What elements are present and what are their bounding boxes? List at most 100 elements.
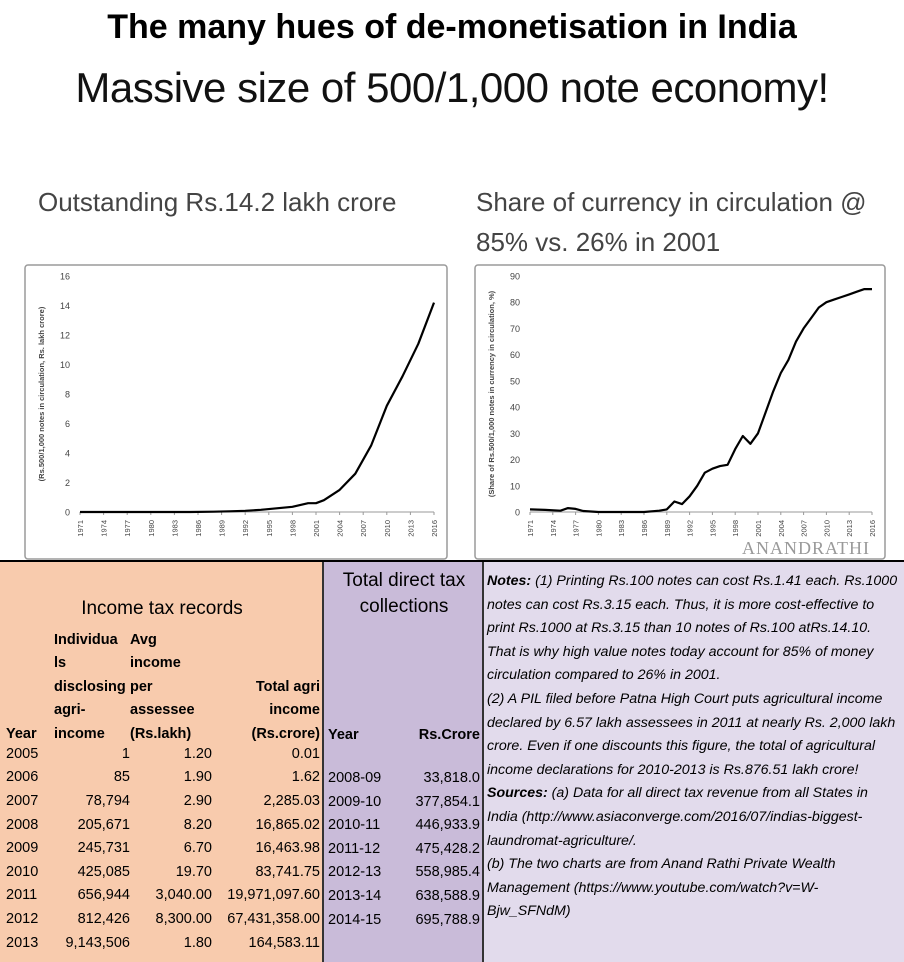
table-cell: 695,788.9 — [415, 911, 480, 928]
table-header-row: Year Rs.Crore — [328, 719, 480, 743]
column-header — [212, 624, 320, 648]
table-cell: 2014-15 — [328, 911, 382, 928]
y-tick-label: 16 — [60, 272, 70, 282]
x-tick-label: 2007 — [800, 520, 809, 537]
spacer-row — [328, 743, 480, 767]
x-tick-label: 1986 — [640, 520, 649, 537]
table-cell: 558,985.4 — [415, 864, 480, 881]
table-row: 2011-12 475,428.2 — [328, 837, 480, 861]
table-cell: 2011 — [6, 887, 38, 904]
x-tick-label: 2010 — [822, 520, 831, 537]
chart2-title: Share of currency in circulation @ 85% v… — [476, 187, 867, 257]
table-row: 2008 205,671 8.20 16,865.02 — [6, 813, 320, 837]
column-header: income — [54, 725, 105, 742]
column-header: Year — [328, 726, 359, 743]
column-header: per — [130, 678, 153, 695]
table-cell: 83,741.75 — [255, 863, 320, 880]
table-row: 2006 85 1.90 1.62 — [6, 766, 320, 790]
x-tick-label: 2001 — [312, 520, 321, 537]
column-header: (Rs.crore) — [251, 725, 321, 742]
table-cell: 85 — [113, 769, 130, 786]
income-tax-panel: Income tax records Individua Avg ls income d… — [0, 562, 324, 962]
table-cell: 2010 — [6, 863, 39, 880]
y-tick-label: 10 — [510, 481, 520, 491]
column-header: Individua — [54, 631, 118, 648]
table-cell: 67,431,358.00 — [227, 910, 320, 927]
income-tax-table: Individua Avg ls income disclosing per Total a… — [6, 624, 320, 954]
table-cell: 8,300.00 — [155, 910, 212, 927]
table-row: 2010 425,085 19.70 83,741.75 — [6, 860, 320, 884]
column-header — [6, 695, 54, 719]
column-header: ls — [54, 655, 67, 672]
column-header: agri- — [54, 702, 86, 719]
table-cell: 446,933.9 — [415, 817, 480, 834]
table-cell: 638,588.9 — [415, 887, 480, 904]
direct-tax-panel: Total direct tax collections Year Rs.Cror… — [324, 562, 484, 962]
x-tick-label: 1983 — [170, 520, 179, 537]
y-tick-label: 90 — [510, 272, 520, 282]
table-cell: 2007 — [6, 792, 39, 809]
x-tick-label: 1977 — [123, 520, 132, 537]
table-row: 2007 78,794 2.90 2,285.03 — [6, 789, 320, 813]
table-header-row: Year income (Rs.lakh) (Rs.crore) — [6, 718, 320, 742]
notes-panel: Notes: (1) Printing Rs.100 notes can cos… — [484, 562, 904, 962]
x-tick-label: 1971 — [526, 520, 535, 537]
table-cell — [400, 743, 480, 767]
table-cell: 1.80 — [183, 934, 212, 951]
income-table-title: Income tax records — [81, 598, 243, 619]
table-cell: 656,944 — [77, 887, 130, 904]
y-tick-label: 50 — [510, 376, 520, 386]
table-cell: 1.20 — [183, 745, 212, 762]
table-header-row: ls income — [6, 648, 320, 672]
x-tick-label: 1977 — [572, 520, 581, 537]
watermark-annotation: ANANDRATHI — [742, 538, 870, 558]
y-tick-label: 10 — [60, 360, 70, 370]
x-tick-label: 2016 — [430, 520, 439, 537]
table-cell: 425,085 — [77, 863, 130, 880]
series-line — [529, 288, 872, 514]
y-tick-label: 60 — [510, 350, 520, 360]
tables-section: Income tax records Individua Avg ls income d… — [0, 560, 904, 962]
sources-label: Sources: — [487, 785, 548, 802]
table-cell: 33,818.0 — [423, 769, 480, 786]
table-cell: 2005 — [6, 745, 39, 762]
table-cell: 475,428.2 — [415, 840, 480, 857]
table-cell: 377,854.1 — [415, 793, 480, 810]
table-row: 2008-09 33,818.0 — [328, 766, 480, 790]
table-cell: 2011-12 — [328, 840, 381, 857]
column-header — [212, 648, 320, 672]
table-cell: 2009-10 — [328, 793, 382, 810]
column-header: disclosing — [54, 678, 126, 695]
table-cell: 205,671 — [77, 816, 130, 833]
x-tick-label: 2016 — [868, 520, 877, 537]
table-cell: 2012-13 — [328, 864, 382, 881]
tax-table-title: Total direct tax collections — [342, 570, 466, 617]
table-row: 2009-10 377,854.1 — [328, 790, 480, 814]
y-tick-label: 80 — [510, 298, 520, 308]
table-header-row: agri-assessee income — [6, 695, 320, 719]
y-tick-label: 8 — [65, 390, 70, 400]
table-cell: 16,463.98 — [255, 840, 320, 857]
y-tick-label: 0 — [65, 508, 70, 518]
chart-frame — [24, 264, 448, 560]
chart1-title: Outstanding Rs.14.2 lakh crore — [38, 187, 397, 217]
x-tick-label: 1980 — [147, 520, 156, 537]
x-tick-label: 1992 — [241, 520, 250, 537]
table-cell: 2.90 — [183, 792, 212, 809]
x-tick-label: 2007 — [359, 520, 368, 537]
x-tick-label: 1971 — [76, 520, 85, 537]
source-b: (b) The two charts are from Anand Rathi … — [487, 856, 836, 920]
table-row: 2012 812,426 8,300.00 67,431,358.00 — [6, 907, 320, 931]
table-cell: 1.90 — [183, 769, 212, 786]
x-tick-label: 1983 — [617, 520, 626, 537]
series-line — [80, 302, 436, 514]
table-cell: 245,731 — [77, 840, 130, 857]
table-cell: 1 — [121, 745, 130, 762]
y-tick-label: 30 — [510, 429, 520, 439]
notes-label: Notes: — [487, 573, 532, 589]
table-row: 2014-15 695,788.9 — [328, 908, 480, 932]
column-header — [6, 648, 54, 672]
table-row: 2011 656,944 3,040.00 19,971,097.60 — [6, 884, 320, 908]
y-tick-label: 2 — [65, 478, 70, 488]
y-tick-label: 0 — [515, 508, 520, 518]
